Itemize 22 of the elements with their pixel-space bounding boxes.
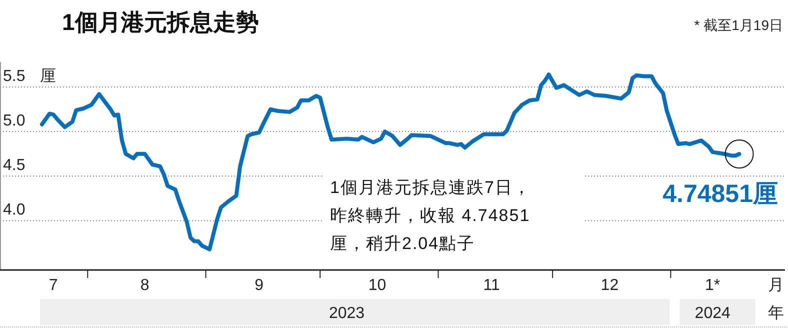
y-tick-label: 5.0 [3, 112, 26, 130]
annotation: 昨終轉升，收報 4.74851 [330, 206, 530, 225]
x-tick-label: 12 [600, 277, 619, 294]
x-tick-label: 11 [483, 277, 500, 294]
y-tick-label: 4.0 [3, 202, 26, 219]
x2-axis-title: 年 [768, 305, 784, 322]
x-axis-title: 月 [768, 277, 784, 294]
chart-title: 1個月港元拆息走勢 [62, 9, 259, 35]
x2-tick-label: 2023 [328, 305, 365, 322]
y-axis-title: 厘 [40, 68, 56, 85]
x-tick-label: 10 [368, 277, 386, 294]
x-tick-label: 9 [254, 277, 264, 294]
chart-subtitle: * 截至1月19日 [694, 17, 783, 33]
y-tick-label: 4.5 [3, 157, 26, 174]
x2-tick-label: 2024 [694, 305, 730, 322]
annotation: 4.74851厘 [662, 180, 778, 208]
x-tick-label: 7 [48, 277, 58, 294]
x-tick-label: 1* [705, 277, 720, 294]
annotation: 厘，稍升2.04點子 [330, 234, 476, 253]
y-tick-label: 5.5 [3, 68, 26, 85]
x-tick-label: 8 [140, 277, 150, 294]
annotation: 1個月港元拆息連跌7日， [330, 178, 531, 197]
